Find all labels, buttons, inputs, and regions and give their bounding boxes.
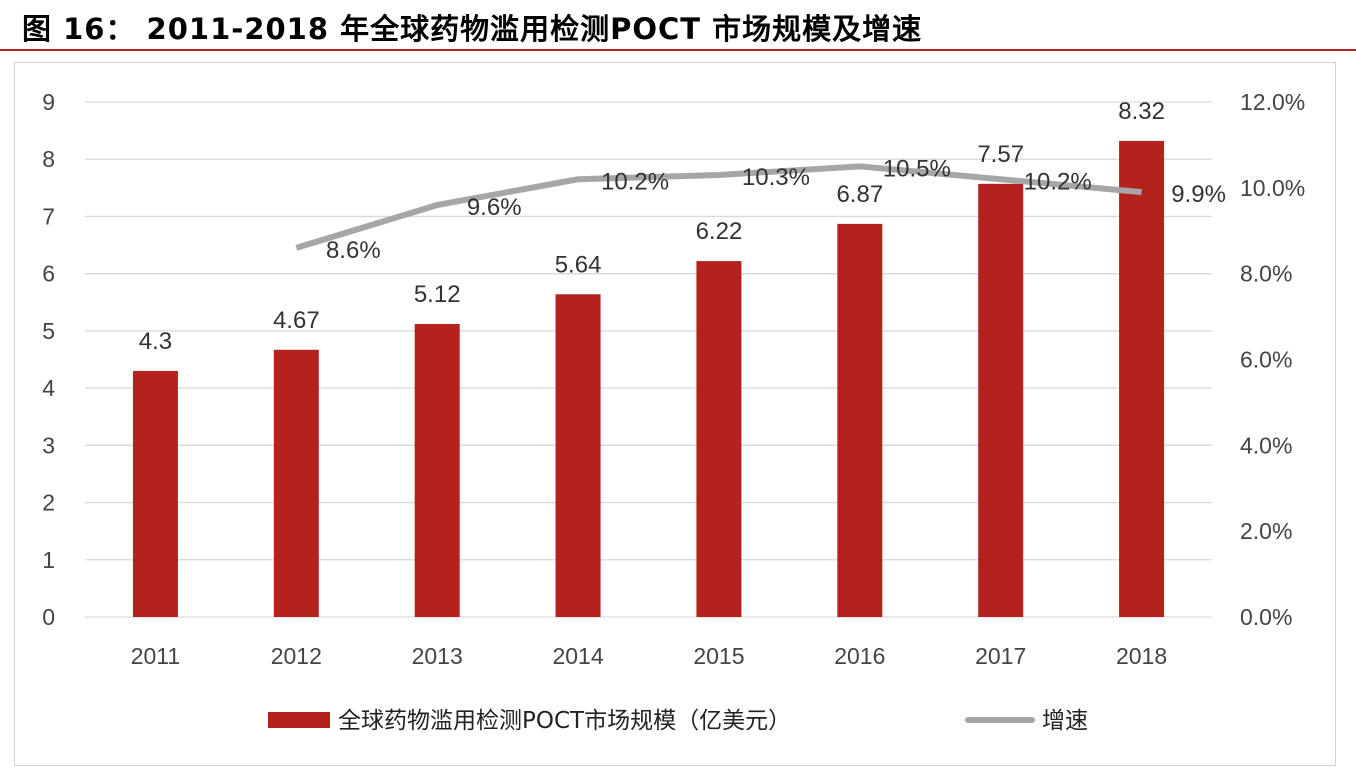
y-left-tick-label: 9 xyxy=(42,89,55,115)
bar-data-label: 4.3 xyxy=(139,328,172,355)
bar-data-label: 8.32 xyxy=(1118,98,1165,125)
bar-data-label: 4.67 xyxy=(273,307,320,334)
y-left-tick-label: 2 xyxy=(42,490,55,516)
bar xyxy=(696,261,742,617)
y-left-tick-label: 4 xyxy=(42,375,55,401)
y-left-tick-label: 5 xyxy=(42,318,55,344)
line-data-label: 9.9% xyxy=(1171,181,1226,208)
y-left-tick-label: 3 xyxy=(42,432,55,458)
bar xyxy=(555,294,601,617)
x-tick-label: 2013 xyxy=(412,643,463,669)
line-data-label: 10.3% xyxy=(742,164,810,191)
bar xyxy=(132,370,178,617)
bar xyxy=(1119,140,1165,617)
bar-data-label: 5.64 xyxy=(555,251,602,278)
y-left-tick-label: 7 xyxy=(42,203,55,229)
bar-data-label: 6.22 xyxy=(696,218,743,245)
legend-bar-swatch xyxy=(268,712,330,728)
y-right-tick-label: 6.0% xyxy=(1240,347,1292,373)
x-tick-label: 2012 xyxy=(271,643,322,669)
x-tick-label: 2018 xyxy=(1116,643,1167,669)
y-right-tick-label: 8.0% xyxy=(1240,261,1292,287)
bar xyxy=(414,324,460,617)
bar xyxy=(978,183,1024,618)
x-tick-label: 2011 xyxy=(131,643,180,669)
line-data-label: 10.2% xyxy=(1024,168,1092,195)
bar xyxy=(837,223,883,617)
y-left-tick-label: 1 xyxy=(42,547,55,573)
title-divider xyxy=(0,49,1356,51)
x-tick-label: 2016 xyxy=(834,643,885,669)
y-right-tick-label: 0.0% xyxy=(1240,604,1292,630)
x-tick-label: 2014 xyxy=(552,643,603,669)
y-right-tick-label: 4.0% xyxy=(1240,432,1292,458)
bar-data-label: 5.12 xyxy=(414,281,461,308)
line-data-label: 10.5% xyxy=(883,155,951,182)
line-data-label: 8.6% xyxy=(326,237,381,264)
legend-bar-label: 全球药物滥用检测POCT市场规模（亿美元） xyxy=(338,708,791,734)
y-left-tick-label: 8 xyxy=(42,146,55,172)
y-right-tick-label: 12.0% xyxy=(1240,89,1305,115)
y-right-tick-label: 2.0% xyxy=(1240,518,1292,544)
chart-title: 图 16： 2011-2018 年全球药物滥用检测POCT 市场规模及增速 xyxy=(22,12,923,46)
bar-data-label: 6.87 xyxy=(836,181,883,208)
x-tick-label: 2015 xyxy=(693,643,744,669)
y-left-tick-label: 6 xyxy=(42,261,55,287)
chart-frame xyxy=(14,62,1336,766)
x-tick-label: 2017 xyxy=(975,643,1026,669)
bar-data-label: 7.57 xyxy=(977,141,1024,168)
y-right-tick-label: 10.0% xyxy=(1240,175,1305,201)
line-data-label: 10.2% xyxy=(601,168,669,195)
y-left-tick-label: 0 xyxy=(42,604,55,630)
legend-line-label: 增速 xyxy=(1042,708,1088,734)
line-data-label: 9.6% xyxy=(467,194,522,221)
bar xyxy=(273,349,319,617)
